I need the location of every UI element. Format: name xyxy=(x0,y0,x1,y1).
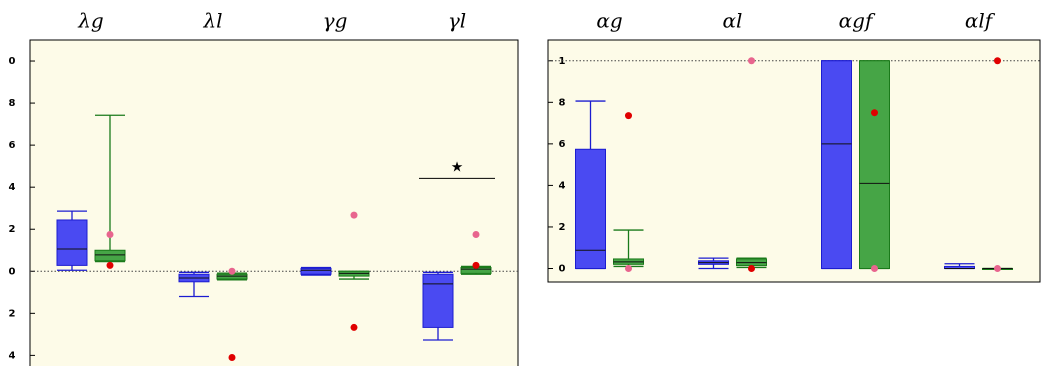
y-tick-label: 8 xyxy=(559,97,566,108)
box xyxy=(859,60,890,269)
category-label: γg xyxy=(323,9,348,33)
point xyxy=(748,57,755,65)
point xyxy=(472,261,480,269)
point xyxy=(350,323,358,331)
y-tick-label: 4 xyxy=(9,350,16,361)
y-tick-label: 6 xyxy=(9,140,16,151)
category-label: λg xyxy=(77,9,103,33)
box xyxy=(56,219,88,266)
y-tick-label: 2 xyxy=(9,308,16,319)
y-tick-label: 4 xyxy=(559,180,566,191)
y-tick-label: 0 xyxy=(559,263,566,274)
plot-area xyxy=(547,39,1041,283)
category-label: γl xyxy=(448,9,466,33)
y-tick-label: 0 xyxy=(9,56,16,67)
category-label: αlf xyxy=(965,9,996,33)
box xyxy=(821,60,852,269)
point xyxy=(625,264,632,272)
category-label: αl xyxy=(723,9,743,33)
point xyxy=(228,353,236,361)
y-tick-label: 4 xyxy=(9,182,16,193)
point xyxy=(994,57,1001,65)
point xyxy=(748,264,755,272)
point xyxy=(350,211,358,219)
box xyxy=(422,273,454,328)
box xyxy=(300,267,332,275)
point xyxy=(106,261,114,269)
point xyxy=(871,264,878,272)
y-tick-label: 8 xyxy=(9,98,16,109)
point xyxy=(994,264,1001,272)
point xyxy=(106,230,114,238)
box xyxy=(575,148,606,269)
category-label: αg xyxy=(596,9,622,33)
box xyxy=(216,273,248,280)
point xyxy=(625,112,632,120)
y-tick-label: 6 xyxy=(559,139,566,150)
point xyxy=(472,230,480,238)
category-label: λl xyxy=(202,9,222,33)
box xyxy=(94,249,126,262)
y-tick-label: 1 xyxy=(559,56,566,67)
y-tick-label: 2 xyxy=(559,222,566,233)
y-tick-label: 0 xyxy=(9,266,16,277)
y-tick-label: 2 xyxy=(9,224,16,235)
annotation: ★ xyxy=(451,159,464,175)
point xyxy=(228,267,236,275)
category-label: αgf xyxy=(839,9,876,33)
point xyxy=(871,109,878,117)
